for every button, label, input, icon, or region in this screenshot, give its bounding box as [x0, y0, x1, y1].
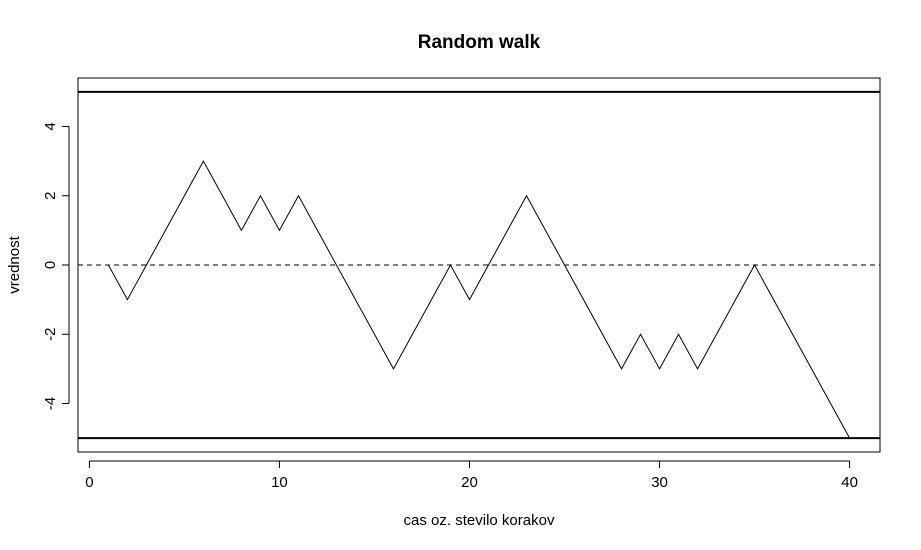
y-tick-label: -2: [42, 328, 59, 341]
y-tick-label: 0: [42, 261, 59, 269]
y-tick-label: 4: [42, 122, 59, 130]
y-axis: -4 -2 0 2 4: [42, 122, 70, 410]
y-axis-label: vrednost: [6, 235, 23, 293]
x-axis-label: cas oz. stevilo korakov: [404, 512, 555, 529]
reference-lines: [78, 90, 880, 440]
series-line: [107, 160, 851, 439]
chart-title: Random walk: [418, 32, 541, 53]
x-tick-label: 40: [841, 474, 858, 491]
x-axis: 0 10 20 30 40: [85, 460, 858, 491]
y-tick-label: -4: [42, 397, 59, 410]
x-tick-label: 20: [461, 474, 478, 491]
x-tick-label: 30: [651, 474, 668, 491]
x-tick-label: 0: [85, 474, 93, 491]
x-tick-label: 10: [271, 474, 288, 491]
y-tick-label: 2: [42, 192, 59, 200]
